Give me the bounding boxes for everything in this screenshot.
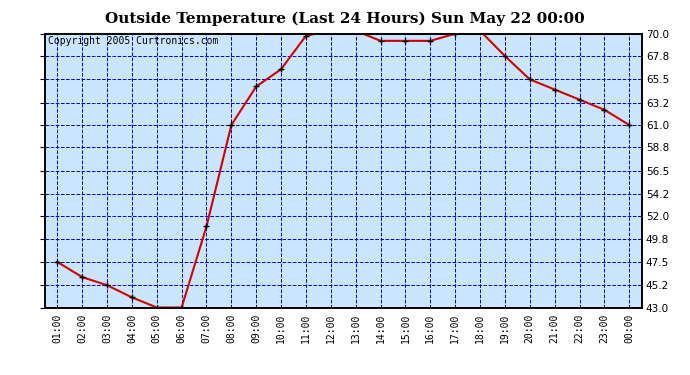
Text: Copyright 2005 Curtronics.com: Copyright 2005 Curtronics.com (48, 36, 218, 46)
Text: Outside Temperature (Last 24 Hours) Sun May 22 00:00: Outside Temperature (Last 24 Hours) Sun … (105, 11, 585, 26)
